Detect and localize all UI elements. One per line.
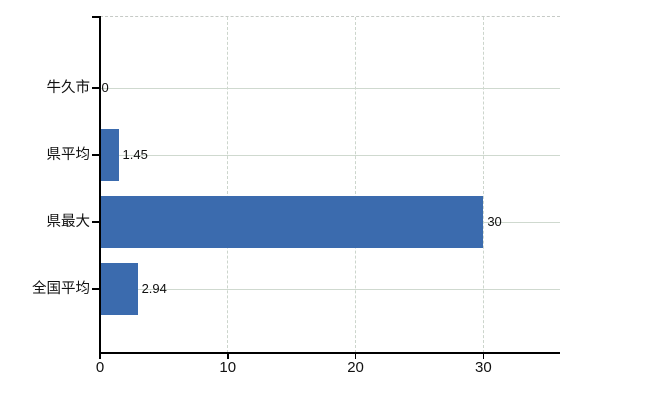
- plot-area: 0 1.45 30 2.94: [100, 17, 560, 353]
- x-tick-label: 20: [347, 359, 364, 376]
- row-line: [100, 154, 560, 156]
- x-gridline: [482, 17, 484, 353]
- y-axis-top-tick: [92, 16, 100, 18]
- row-line: [100, 288, 560, 290]
- y-axis-tick: [92, 221, 100, 223]
- x-axis-tick: [482, 354, 485, 359]
- y-axis-tick: [92, 87, 100, 89]
- value-label: 2.94: [141, 281, 167, 296]
- bar: [100, 263, 138, 315]
- y-axis-line: [98, 16, 101, 354]
- x-tick-label: 10: [219, 359, 237, 376]
- x-gridline: [227, 17, 229, 353]
- value-label: 0: [101, 80, 109, 95]
- x-axis-tick: [354, 354, 357, 359]
- x-tick-label: 30: [474, 359, 492, 376]
- value-label: 30: [487, 214, 502, 229]
- row-line: [100, 87, 560, 89]
- category-label: 県平均: [46, 147, 91, 163]
- y-axis-tick: [92, 154, 100, 156]
- category-label: 牛久市: [46, 80, 91, 96]
- x-axis-tick: [99, 354, 101, 359]
- x-axis-tick: [227, 354, 229, 359]
- value-label: 1.45: [122, 147, 148, 162]
- y-axis-tick: [92, 288, 100, 290]
- x-tick-label: 0: [95, 359, 105, 376]
- x-gridline: [355, 17, 357, 353]
- x-axis-line: [98, 352, 560, 354]
- bar: [100, 196, 484, 248]
- plot-top-border: [100, 16, 560, 17]
- category-label: 全国平均: [32, 281, 90, 297]
- category-label: 県最大: [46, 214, 91, 230]
- bar: [100, 129, 119, 181]
